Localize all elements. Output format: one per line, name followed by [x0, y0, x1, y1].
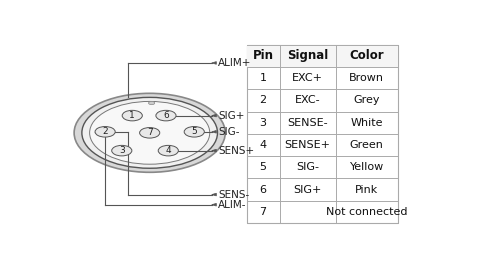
Polygon shape — [212, 193, 216, 196]
Text: Grey: Grey — [354, 95, 380, 105]
Text: Green: Green — [350, 140, 384, 150]
Circle shape — [82, 97, 218, 168]
Text: Pin: Pin — [252, 49, 274, 62]
Text: SENSE-: SENSE- — [288, 118, 328, 128]
Text: SIG+: SIG+ — [294, 185, 322, 195]
Bar — [246, 45, 398, 223]
Text: 2: 2 — [260, 95, 266, 105]
Polygon shape — [212, 203, 216, 206]
Text: 5: 5 — [192, 127, 197, 136]
Polygon shape — [212, 130, 216, 133]
Text: 5: 5 — [260, 162, 266, 172]
Circle shape — [140, 128, 160, 138]
Text: SENS+: SENS+ — [218, 146, 254, 156]
Text: ALIM-: ALIM- — [218, 200, 246, 210]
Text: 6: 6 — [260, 185, 266, 195]
Text: SIG-: SIG- — [296, 162, 319, 172]
Text: Brown: Brown — [349, 73, 384, 83]
Text: EXC-: EXC- — [295, 95, 320, 105]
Text: 3: 3 — [260, 118, 266, 128]
Circle shape — [156, 110, 176, 121]
Text: 7: 7 — [147, 128, 152, 137]
Circle shape — [74, 93, 225, 172]
Text: 4: 4 — [260, 140, 266, 150]
Text: 2: 2 — [102, 127, 108, 136]
Text: SENS-: SENS- — [218, 190, 249, 200]
Text: 1: 1 — [130, 111, 135, 120]
Text: 3: 3 — [119, 146, 124, 155]
Circle shape — [158, 145, 178, 156]
Polygon shape — [212, 62, 216, 64]
Text: White: White — [350, 118, 383, 128]
Polygon shape — [212, 114, 216, 117]
Circle shape — [148, 102, 154, 105]
Circle shape — [184, 127, 204, 137]
Text: Pink: Pink — [355, 185, 378, 195]
Circle shape — [95, 127, 115, 137]
Circle shape — [90, 102, 210, 164]
Text: 1: 1 — [260, 73, 266, 83]
Text: 7: 7 — [260, 207, 266, 217]
Circle shape — [122, 110, 142, 121]
Text: SIG+: SIG+ — [218, 111, 244, 121]
Text: ALIM+: ALIM+ — [218, 58, 252, 68]
Text: Color: Color — [350, 49, 384, 62]
Text: Not connected: Not connected — [326, 207, 407, 217]
Text: Yellow: Yellow — [350, 162, 384, 172]
Bar — [246, 45, 398, 67]
Text: Signal: Signal — [287, 49, 328, 62]
Circle shape — [112, 145, 132, 156]
Text: SIG-: SIG- — [218, 127, 240, 137]
Text: 4: 4 — [166, 146, 171, 155]
Text: 6: 6 — [163, 111, 169, 120]
Polygon shape — [212, 149, 216, 152]
Text: EXC+: EXC+ — [292, 73, 323, 83]
Text: SENSE+: SENSE+ — [284, 140, 331, 150]
